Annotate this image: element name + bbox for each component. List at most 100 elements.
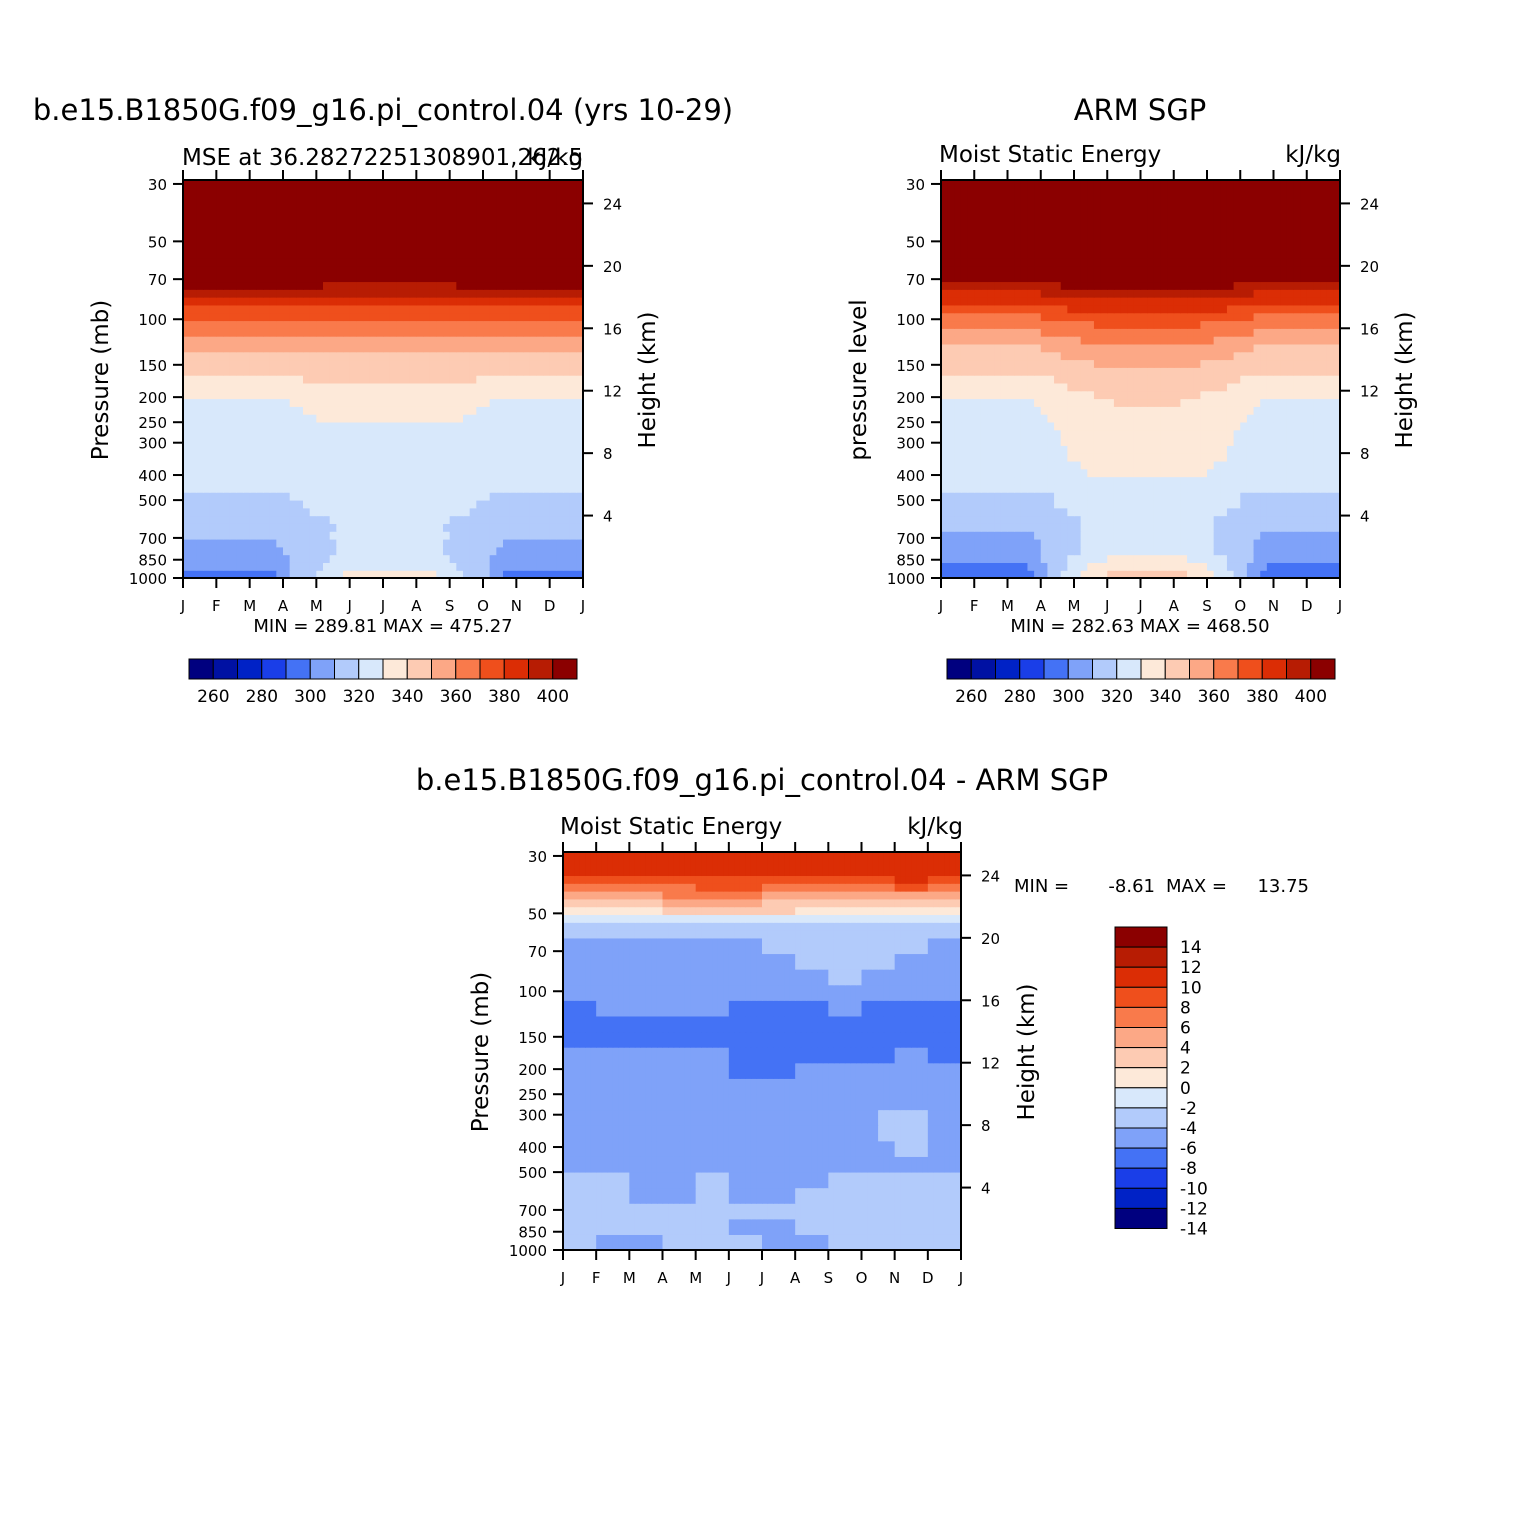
contour-cell: [1280, 398, 1288, 407]
contour-cell: [1280, 375, 1288, 384]
contour-cell: [223, 468, 231, 478]
contour-cell: [476, 523, 484, 532]
contour-cell: [363, 546, 371, 556]
contour-cell: [243, 281, 251, 290]
contour-cell: [1067, 476, 1075, 485]
contour-cell: [483, 546, 491, 556]
contour-cell: [1246, 515, 1255, 524]
contour-cell: [556, 312, 564, 322]
contour-cell: [383, 460, 391, 470]
contour-cell: [456, 546, 464, 556]
contour-cell: [456, 281, 464, 290]
contour-cell: [516, 453, 524, 462]
contour-cell: [303, 265, 311, 275]
contour-cell: [947, 390, 955, 400]
contour-cell: [1020, 437, 1029, 446]
contour-cell: [947, 281, 955, 290]
contour-cell: [229, 421, 237, 431]
contour-cell: [229, 484, 237, 493]
contour-cell: [396, 453, 404, 462]
contour-cell: [269, 312, 277, 322]
contour-cell: [954, 390, 962, 400]
contour-cell: [1333, 382, 1341, 392]
contour-cell: [1087, 546, 1095, 556]
contour-cell: [449, 523, 457, 532]
contour-cell: [954, 367, 962, 376]
contour-cell: [569, 336, 577, 345]
contour-cell: [496, 289, 504, 298]
contour-cell: [954, 554, 962, 563]
contour-cell: [436, 250, 444, 259]
contour-cell: [1306, 484, 1314, 493]
contour-cell: [549, 351, 557, 361]
contour-cell: [329, 538, 337, 548]
contour-cell: [396, 554, 404, 563]
contour-cell: [329, 351, 337, 361]
contour-cell: [980, 499, 989, 509]
contour-cell: [469, 336, 477, 345]
contour-cell: [483, 375, 491, 384]
contour-cell: [476, 273, 484, 283]
contour-cell: [509, 289, 517, 298]
contour-cell: [529, 507, 537, 517]
contour-cell: [1014, 406, 1022, 415]
contour-cell: [1007, 351, 1015, 361]
contour-cell: [236, 484, 244, 493]
contour-cell: [960, 312, 969, 322]
contour-cell: [563, 258, 571, 267]
contour-cell: [1220, 304, 1228, 314]
contour-cell: [1187, 429, 1195, 439]
contour-cell: [456, 250, 464, 259]
contour-cell: [974, 336, 982, 345]
contour-cell: [336, 484, 344, 493]
contour-cell: [1087, 570, 1095, 579]
contour-cell: [967, 406, 975, 415]
contour-cell: [536, 453, 544, 462]
contour-cell: [1020, 359, 1029, 368]
contour-cell: [994, 492, 1002, 501]
contour-cell: [429, 515, 437, 524]
contour-cell: [1187, 523, 1195, 532]
contour-cell: [476, 492, 484, 501]
contour-cell: [423, 523, 431, 532]
contour-cell: [509, 367, 517, 376]
contour-cell: [1246, 437, 1255, 446]
contour-cell: [363, 414, 371, 423]
contour-cell: [503, 375, 511, 384]
contour-cell: [576, 570, 584, 579]
contour-cell: [1080, 297, 1088, 306]
contour-cell: [1000, 445, 1009, 454]
contour-cell: [1306, 351, 1314, 361]
contour-cell: [343, 460, 351, 470]
contour-cell: [1100, 554, 1108, 563]
contour-cell: [1213, 499, 1221, 509]
contour-cell: [249, 499, 257, 509]
contour-cell: [343, 570, 351, 579]
contour-cell: [1127, 570, 1135, 579]
contour-cell: [1266, 320, 1275, 329]
contour-cell: [1074, 562, 1082, 571]
contour-cell: [954, 507, 962, 517]
contour-cell: [1300, 421, 1308, 431]
contour-cell: [489, 406, 497, 415]
contour-cell: [1067, 297, 1075, 306]
contour-cell: [289, 297, 297, 306]
contour-cell: [503, 468, 511, 478]
contour-cell: [1213, 429, 1221, 439]
contour-cell: [1306, 414, 1314, 423]
contour-cell: [1107, 453, 1115, 462]
contour-cell: [1000, 406, 1009, 415]
contour-cell: [1333, 570, 1341, 579]
contour-cell: [409, 406, 417, 415]
contour-cell: [489, 460, 497, 470]
contour-cell: [276, 336, 284, 345]
contour-cell: [1246, 570, 1255, 579]
contour-cell: [1313, 437, 1321, 446]
contour-cell: [1300, 304, 1308, 314]
contour-cell: [429, 492, 437, 501]
contour-cell: [967, 289, 975, 298]
contour-cell: [496, 273, 504, 283]
contour-cell: [469, 312, 477, 322]
contour-cell: [556, 359, 564, 368]
contour-cell: [1207, 453, 1215, 462]
